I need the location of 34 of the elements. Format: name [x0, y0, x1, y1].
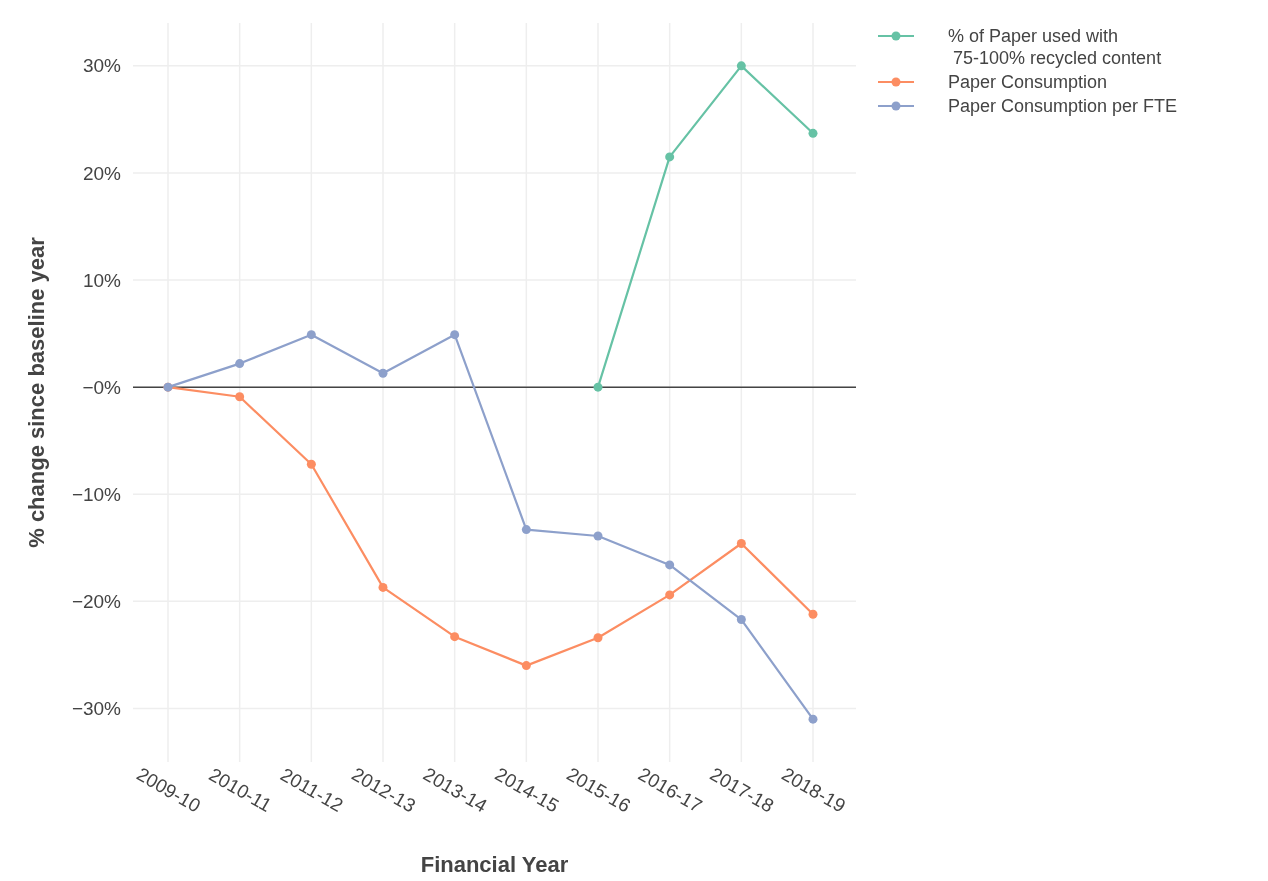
point [521, 661, 531, 671]
y-tick-label: 20% [82, 162, 122, 184]
legend-label: Paper Consumption per FTE [948, 96, 1178, 117]
point [306, 459, 316, 469]
point [521, 525, 531, 535]
point [808, 609, 818, 619]
point [593, 382, 603, 392]
point [665, 590, 675, 600]
y-tick-label: −10% [71, 483, 122, 505]
y-tick-label: −0% [82, 376, 122, 398]
legend-label: Paper Consumption [948, 72, 1108, 93]
point [808, 714, 818, 724]
y-tick-label: 30% [82, 55, 122, 77]
point [808, 128, 818, 138]
y-tick-label: −20% [71, 591, 122, 612]
point [306, 330, 316, 340]
point [736, 615, 746, 625]
point [235, 392, 245, 402]
point [235, 359, 245, 369]
x-axis-title: Financial Year [420, 852, 569, 877]
y-axis-title: % change since baseline year [24, 236, 49, 548]
point [450, 330, 460, 340]
point [665, 560, 675, 570]
point [665, 152, 675, 162]
point [378, 368, 388, 378]
point [450, 632, 460, 642]
legend-label: % of Paper used with 75-100% recycled content [948, 26, 1162, 69]
y-tick-label: −30% [71, 698, 122, 720]
point [593, 531, 603, 541]
point [736, 539, 746, 549]
point [378, 582, 388, 592]
point [736, 61, 746, 71]
point [593, 633, 603, 643]
y-tick-label: 10% [82, 269, 122, 291]
